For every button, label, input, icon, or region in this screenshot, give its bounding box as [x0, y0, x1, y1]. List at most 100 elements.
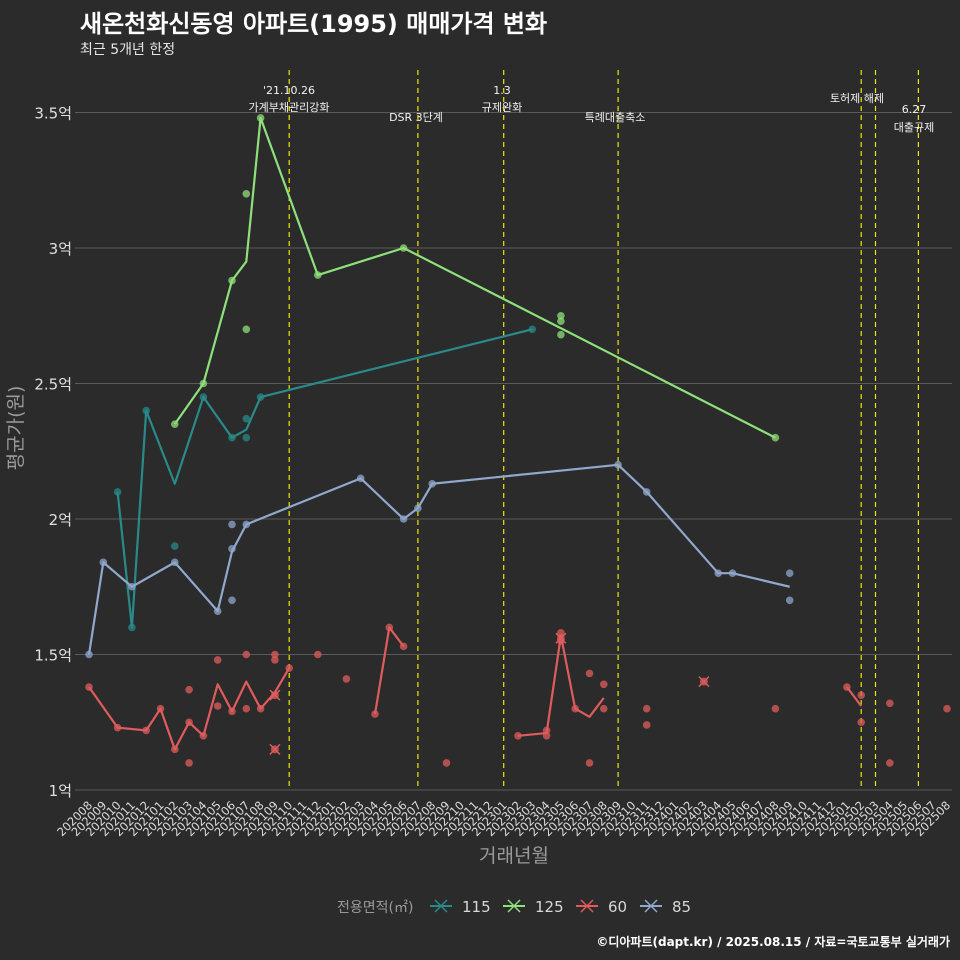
data-point-60: [542, 732, 551, 740]
data-point-85: [171, 558, 179, 567]
event-label: DSR 3단계: [389, 111, 443, 124]
data-point-60: [943, 704, 951, 713]
data-point-115: [113, 488, 122, 496]
data-point-60: [242, 650, 251, 659]
series-line-85: [87, 463, 790, 655]
legend-label-85: 85: [672, 898, 691, 916]
legend-title: 전용면적(㎡): [337, 900, 413, 916]
data-point-85: [228, 596, 236, 605]
y-tick-label: 1억: [49, 782, 72, 800]
legend-key-60: [580, 899, 594, 913]
event-label: 1.3: [493, 84, 511, 97]
data-point-60: [256, 704, 265, 713]
data-point-60: [213, 702, 222, 710]
data-point-125: [557, 330, 565, 339]
data-point-60: [342, 675, 351, 683]
data-point-85: [356, 474, 365, 483]
data-point-60: [542, 726, 551, 735]
data-point-125: [256, 114, 265, 122]
chart-subtitle: 최근 5개년 한정: [80, 42, 176, 58]
series-line-60: [517, 634, 605, 737]
y-tick-label: 2억: [49, 511, 72, 529]
data-point-85: [213, 607, 222, 615]
data-point-60: [585, 669, 594, 678]
data-point-115: [242, 414, 251, 423]
data-point-125: [228, 276, 236, 285]
data-point-60: [142, 726, 150, 735]
event-label: 특례대출축소: [585, 111, 646, 124]
data-point-85: [614, 461, 622, 469]
data-point-85: [228, 545, 236, 553]
data-point-60: [271, 650, 279, 659]
data-point-125: [242, 325, 251, 334]
y-tick-label: 2.5억: [34, 376, 72, 394]
data-point-125: [771, 433, 780, 442]
data-point-125: [199, 379, 208, 388]
data-point-60: [442, 759, 451, 767]
x-axis-title: 거래년월: [479, 845, 549, 867]
data-point-60: [156, 704, 165, 713]
data-point-60: [385, 623, 394, 632]
event-label: 규제완화: [482, 101, 522, 114]
legend-label-115: 115: [462, 898, 491, 916]
data-point-60: [886, 699, 894, 708]
series-line-60: [373, 626, 405, 715]
data-point-85: [414, 504, 422, 512]
data-point-60: [514, 732, 522, 740]
data-point-85: [128, 582, 136, 591]
cross-mark-60: [269, 743, 281, 755]
y-tick-label: 1.5억: [34, 647, 72, 665]
data-point-60: [271, 656, 279, 664]
data-point-60: [857, 691, 865, 699]
data-point-115: [199, 393, 208, 401]
cross-mark-60: [555, 632, 567, 644]
data-point-115: [256, 393, 265, 401]
data-point-60: [600, 704, 608, 713]
y-tick-label: 3억: [49, 240, 72, 258]
data-point-115: [228, 433, 236, 442]
event-label: '21.10.26: [263, 84, 315, 97]
event-label: 가계부채관리강화: [249, 101, 330, 114]
data-point-85: [428, 479, 437, 488]
legend-key-85: [644, 899, 658, 913]
event-label: 6.27: [902, 103, 927, 116]
data-point-85: [728, 569, 737, 577]
data-point-85: [228, 520, 236, 529]
data-point-60: [228, 707, 236, 716]
event-label: 대출규제: [894, 121, 934, 134]
cross-mark-60: [269, 689, 281, 701]
data-point-60: [85, 683, 93, 691]
data-point-60: [371, 710, 379, 718]
data-point-85: [785, 596, 794, 605]
chart-title: 새온천화신동영 아파트(1995) 매매가격 변화: [80, 10, 548, 38]
data-point-115: [171, 542, 179, 550]
source-caption: ©디아파트(dapt.kr) / 2025.08.15 / 자료=국토교통부 실…: [596, 935, 950, 949]
data-point-85: [399, 515, 408, 523]
y-tick-label: 3.5억: [34, 105, 72, 123]
data-point-85: [714, 569, 722, 577]
data-point-60: [185, 718, 193, 727]
legend-key-115: [434, 899, 448, 913]
data-point-60: [557, 629, 565, 637]
data-point-115: [242, 433, 251, 442]
data-point-85: [99, 558, 108, 567]
data-point-125: [557, 311, 565, 320]
data-point-60: [585, 759, 594, 767]
data-point-60: [113, 723, 122, 732]
data-point-60: [600, 680, 608, 689]
legend-label-60: 60: [608, 898, 627, 916]
data-point-60: [571, 704, 579, 713]
data-point-60: [399, 642, 408, 651]
data-point-60: [185, 759, 193, 767]
series-line-115: [116, 328, 533, 629]
data-point-125: [399, 244, 408, 252]
data-point-125: [314, 271, 322, 279]
data-point-60: [199, 732, 208, 740]
data-point-60: [642, 704, 651, 713]
data-point-85: [242, 520, 251, 529]
data-point-60: [213, 656, 222, 664]
cross-mark-60: [698, 676, 710, 688]
data-point-60: [886, 759, 894, 767]
data-point-60: [771, 704, 780, 713]
